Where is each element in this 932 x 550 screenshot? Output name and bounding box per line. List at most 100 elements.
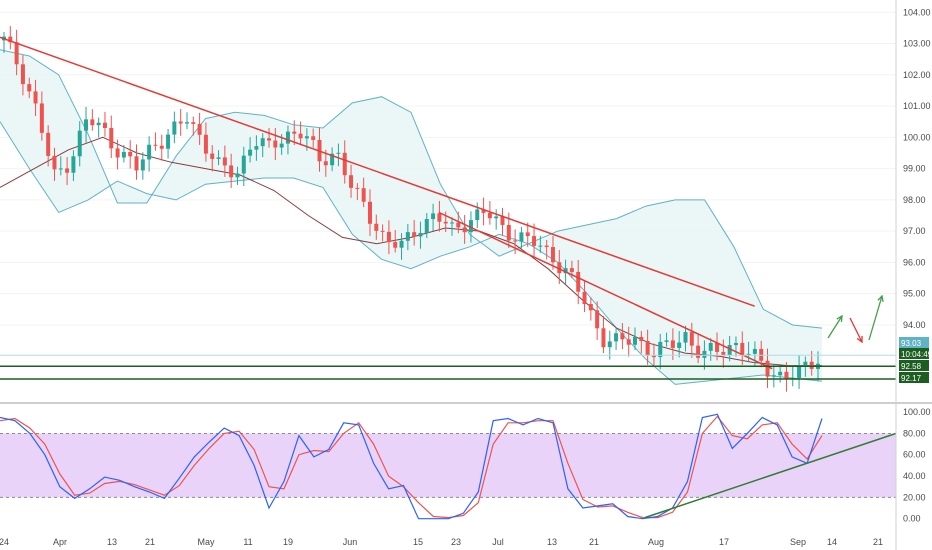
candle-down (544, 245, 549, 248)
candle-down (292, 131, 297, 134)
candle-down (576, 271, 581, 292)
price-tag-label: 92.58 (901, 362, 922, 371)
candle-down (525, 232, 530, 237)
candle-down (721, 351, 726, 356)
projection-up-arrow (827, 315, 843, 339)
time-tick-label: 23 (451, 537, 461, 547)
candle-down (443, 221, 448, 224)
candle-down (8, 36, 13, 43)
candle-down (626, 339, 631, 345)
projection-down-arrow (849, 317, 863, 343)
price-panel: 104.00 103.00 102.00 101.00 100.00 99.00 98.00… (0, 7, 932, 392)
price-tick-label: 97.00 (903, 226, 926, 236)
trendline (438, 211, 773, 370)
bollinger-upper-band (0, 49, 823, 329)
candle-down (90, 119, 95, 126)
candle-up (235, 173, 240, 178)
candle-down (323, 161, 328, 166)
projection-arrows (827, 294, 884, 344)
candle-down (374, 223, 379, 231)
candle-down (809, 361, 814, 369)
candle-down (349, 175, 354, 188)
candle-up (424, 219, 429, 233)
oscillator-trendline (644, 432, 897, 519)
time-tick-label: 14 (827, 537, 837, 547)
candle-down (462, 227, 467, 233)
time-tick-label: 19 (283, 537, 293, 547)
candle-up (285, 131, 290, 144)
candle-up (607, 341, 612, 348)
candle-up (166, 134, 171, 149)
candle-down (367, 201, 372, 224)
oscillator-tick-label: 80.00 (903, 428, 926, 438)
price-tick-label: 94.00 (903, 320, 926, 330)
candle-up (241, 155, 246, 174)
candle-up (248, 149, 253, 156)
trendline (0, 36, 755, 307)
candle-down (532, 236, 537, 246)
candle-down (191, 122, 196, 124)
candle-down (153, 144, 158, 146)
projection-up-arrow-2-head (877, 294, 884, 303)
price-tag (899, 337, 929, 348)
price-tag (899, 348, 929, 359)
support-lines (0, 354, 896, 380)
time-tick-label: 24 (0, 537, 9, 547)
price-grid (0, 11, 896, 326)
candle-down (355, 187, 360, 189)
candle-up (475, 209, 480, 221)
candle-down (273, 140, 278, 148)
price-tag-label: 93.03 (901, 339, 922, 348)
price-tick-label: 103.00 (903, 39, 931, 49)
bollinger-lower-band (0, 121, 823, 385)
price-tick-label: 99.00 (903, 164, 926, 174)
trendlines (0, 36, 773, 370)
candle-up (330, 153, 335, 166)
candle-up (84, 119, 89, 131)
oscillator-k-line (0, 413, 823, 520)
price-tag (899, 360, 929, 371)
price-tick-label: 96.00 (903, 257, 926, 267)
candle-up (399, 240, 404, 248)
candle-down (203, 134, 208, 154)
time-tick-label: 15 (413, 537, 423, 547)
candle-up (752, 348, 757, 354)
candle-up (733, 342, 738, 346)
candle-up (405, 232, 410, 241)
candle-down (27, 84, 32, 92)
price-tick-label: 104.00 (903, 7, 931, 17)
candle-down (178, 121, 183, 124)
candle-down (229, 165, 234, 178)
candle-down (651, 355, 656, 358)
oscillator-tick-label: 0.00 (903, 514, 921, 524)
candle-down (481, 209, 486, 213)
price-tick-label: 102.00 (903, 70, 931, 80)
projection-up-arrow-head (836, 314, 843, 323)
candle-up (172, 121, 177, 135)
candle-down (115, 148, 120, 158)
candle-down (582, 291, 587, 305)
candle-up (746, 353, 751, 355)
candle-up (96, 122, 101, 126)
candle-up (58, 168, 63, 170)
time-tick-label: 21 (145, 537, 155, 547)
candle-down (784, 371, 789, 380)
candle-up (727, 345, 732, 356)
time-tick-label: Aug (648, 537, 664, 547)
candle-up (431, 213, 436, 220)
candle-down (595, 310, 600, 329)
oscillator-band-fill (0, 433, 896, 498)
candle-down (412, 232, 417, 237)
candle-down (222, 157, 227, 166)
candle-up (216, 157, 221, 159)
candle-up (254, 146, 259, 150)
candle-up (450, 222, 455, 224)
candle-up (771, 375, 776, 377)
time-tick-label: 21 (873, 537, 883, 547)
candle-down (39, 103, 44, 133)
candle-up (494, 216, 499, 219)
price-tick-label: 100.00 (903, 132, 931, 142)
candle-down (380, 230, 385, 232)
time-tick-label: Jun (343, 537, 358, 547)
price-tag (899, 372, 929, 383)
